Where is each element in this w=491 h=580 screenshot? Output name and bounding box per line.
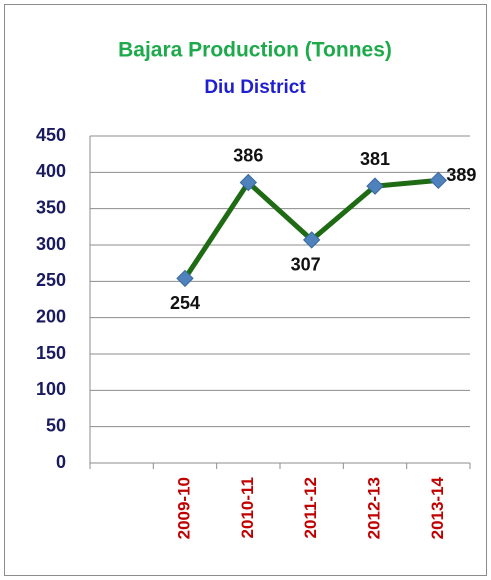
data-point (302, 231, 321, 249)
chart-frame (4, 4, 487, 576)
data-label: 381 (360, 149, 390, 169)
y-tick-label: 350 (36, 197, 66, 217)
y-tick-label: 400 (36, 161, 66, 181)
y-tick-label: 200 (36, 306, 66, 326)
y-tick-label: 250 (36, 270, 66, 290)
data-label: 254 (170, 293, 200, 313)
y-tick-label: 100 (36, 379, 66, 399)
data-point (239, 173, 258, 192)
chart-title: Bajara Production (Tonnes) (118, 39, 392, 62)
data-label: 389 (446, 165, 476, 185)
x-tick-label: 2010-11 (238, 477, 257, 538)
data-point (176, 269, 194, 288)
data-label: 386 (233, 145, 263, 165)
y-tick-label: 50 (46, 415, 66, 435)
x-tick-label: 2012-13 (364, 477, 383, 539)
x-tick-label: 2009-10 (174, 477, 193, 539)
data-label: 307 (291, 255, 321, 275)
data-point (366, 177, 384, 195)
x-tick-label: 2011-12 (301, 477, 320, 538)
chart-subtitle: Diu District (204, 77, 306, 98)
y-tick-label: 0 (56, 452, 66, 472)
y-tick-label: 450 (36, 125, 66, 145)
data-point (429, 171, 448, 190)
x-tick-label: 2013-14 (428, 476, 447, 539)
y-tick-label: 300 (36, 234, 66, 254)
y-tick-label: 150 (36, 343, 66, 363)
